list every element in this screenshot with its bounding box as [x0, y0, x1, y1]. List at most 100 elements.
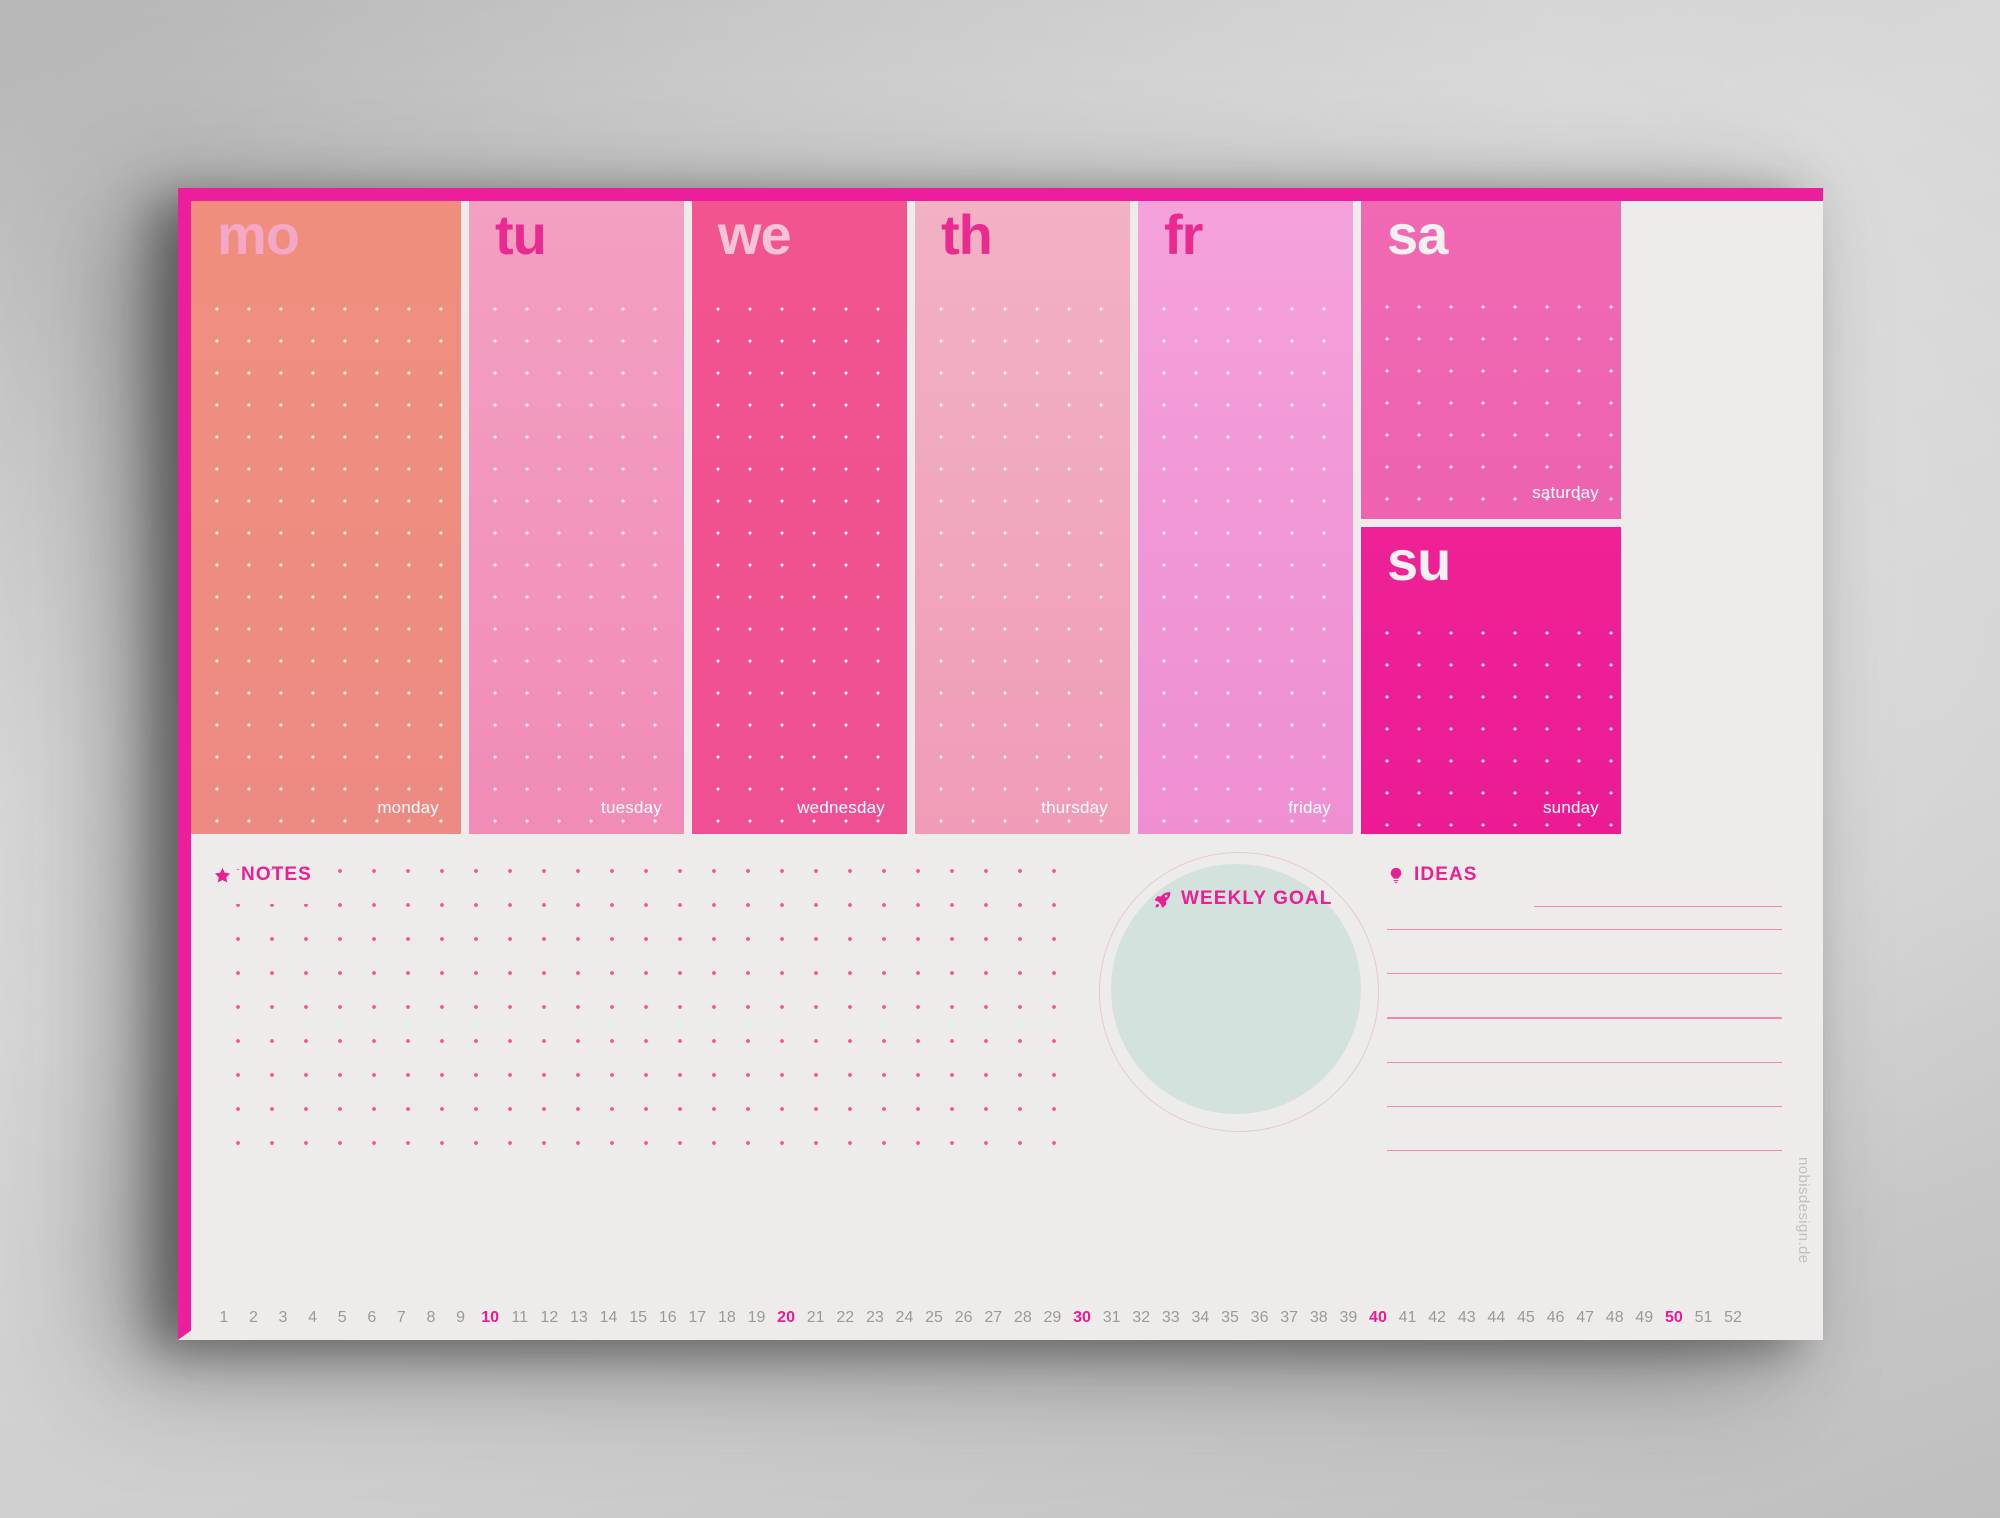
week-number[interactable]: 1: [219, 1309, 229, 1326]
planner-sheet: mo monday tu tuesday we wednesday th thu…: [191, 201, 1823, 1340]
ideas-section[interactable]: IDEAS: [1387, 864, 1782, 1152]
week-number[interactable]: 45: [1517, 1309, 1535, 1326]
week-number[interactable]: 39: [1339, 1309, 1358, 1326]
week-number[interactable]: 24: [895, 1309, 914, 1326]
weekly-goal-heading: WEEKLY GOAL: [1153, 888, 1332, 910]
day-abbr-saturday: sa: [1387, 203, 1448, 266]
week-number[interactable]: 47: [1576, 1309, 1594, 1326]
ideas-line[interactable]: [1387, 973, 1782, 975]
star-icon: [213, 866, 232, 885]
day-abbr-friday: fr: [1164, 203, 1203, 266]
ideas-lines[interactable]: [1387, 906, 1782, 1152]
day-abbr-wednesday: we: [718, 203, 792, 266]
weekly-goal-ring: [1099, 852, 1379, 1132]
day-name-monday: monday: [377, 798, 439, 817]
week-number[interactable]: 33: [1161, 1309, 1180, 1326]
week-number[interactable]: 27: [984, 1309, 1003, 1326]
week-number[interactable]: 34: [1191, 1309, 1210, 1326]
notes-section[interactable]: NOTES: [213, 864, 1083, 1174]
week-number[interactable]: 8: [426, 1309, 436, 1326]
day-background-tuesday: [469, 201, 684, 834]
week-number[interactable]: 18: [717, 1309, 736, 1326]
week-number[interactable]: 31: [1102, 1309, 1121, 1326]
day-column-monday[interactable]: mo monday: [191, 201, 461, 834]
week-number[interactable]: 37: [1280, 1309, 1299, 1326]
week-number[interactable]: 48: [1605, 1309, 1624, 1326]
day-name-tuesday: tuesday: [601, 798, 662, 817]
week-number[interactable]: 2: [248, 1309, 258, 1326]
notes-heading: NOTES: [213, 864, 1083, 886]
day-background-monday: [191, 201, 461, 834]
week-number[interactable]: 41: [1398, 1309, 1417, 1326]
day-column-tuesday[interactable]: tu tuesday: [469, 201, 684, 834]
rocket-icon: [1153, 890, 1172, 909]
week-number[interactable]: 16: [658, 1309, 677, 1326]
week-number[interactable]: 25: [925, 1309, 943, 1326]
ideas-line[interactable]: [1534, 906, 1782, 908]
notes-label: NOTES: [241, 864, 312, 885]
week-number[interactable]: 42: [1428, 1309, 1447, 1326]
week-number[interactable]: 12: [540, 1309, 559, 1326]
week-number[interactable]: 6: [367, 1309, 377, 1326]
ideas-line[interactable]: [1387, 1105, 1782, 1107]
ideas-heading: IDEAS: [1387, 864, 1782, 886]
week-number[interactable]: 20: [777, 1309, 795, 1326]
week-number[interactable]: 15: [629, 1309, 647, 1326]
week-number[interactable]: 23: [865, 1309, 884, 1326]
day-column-saturday[interactable]: sa saturday: [1361, 201, 1621, 519]
week-number[interactable]: 21: [806, 1309, 825, 1326]
ideas-line[interactable]: [1387, 1017, 1782, 1019]
day-column-wednesday[interactable]: we wednesday: [692, 201, 907, 834]
week-number[interactable]: 52: [1724, 1309, 1742, 1326]
day-abbr-thursday: th: [941, 203, 993, 266]
day-abbr-sunday: su: [1387, 529, 1451, 592]
week-number[interactable]: 17: [688, 1309, 707, 1326]
week-number[interactable]: 32: [1132, 1309, 1151, 1326]
week-number[interactable]: 36: [1250, 1309, 1269, 1326]
week-number[interactable]: 51: [1694, 1309, 1713, 1326]
week-number[interactable]: 7: [396, 1309, 406, 1326]
ideas-line[interactable]: [1387, 1061, 1782, 1063]
week-number[interactable]: 35: [1221, 1309, 1239, 1326]
week-number[interactable]: 11: [511, 1309, 529, 1326]
week-number[interactable]: 19: [747, 1309, 766, 1326]
week-number[interactable]: 3: [278, 1309, 288, 1326]
week-number[interactable]: 22: [836, 1309, 855, 1326]
brand-watermark: nobisdesign.de: [1795, 1157, 1812, 1264]
week-number[interactable]: 46: [1546, 1309, 1565, 1326]
lower-panel: NOTES WEEKLY GOAL IDEAS: [191, 842, 1823, 1340]
day-name-thursday: thursday: [1041, 798, 1108, 817]
day-column-friday[interactable]: fr friday: [1138, 201, 1353, 834]
day-background-thursday: [915, 201, 1130, 834]
day-background-friday: [1138, 201, 1353, 834]
week-number[interactable]: 9: [456, 1309, 465, 1326]
weekly-goal-circle[interactable]: [1111, 864, 1361, 1114]
week-number[interactable]: 5: [337, 1309, 347, 1326]
week-number[interactable]: 10: [481, 1309, 500, 1326]
week-number[interactable]: 40: [1369, 1309, 1387, 1326]
week-number[interactable]: 30: [1073, 1309, 1091, 1326]
week-number[interactable]: 4: [308, 1309, 318, 1326]
week-number[interactable]: 28: [1013, 1309, 1032, 1326]
day-column-sunday[interactable]: su sunday: [1361, 527, 1621, 834]
week-number[interactable]: 44: [1487, 1309, 1506, 1326]
week-number[interactable]: 38: [1309, 1309, 1328, 1326]
week-number[interactable]: 49: [1635, 1309, 1654, 1326]
day-name-saturday: saturday: [1532, 483, 1599, 502]
week-number-ruler[interactable]: 1 2 3 4 5 6 7 8 9 10 11 12 13 14 15 16 17 18 19 20 21 22 23 24 2…: [191, 1296, 1823, 1340]
day-column-thursday[interactable]: th thursday: [915, 201, 1130, 834]
week-number[interactable]: 26: [954, 1309, 973, 1326]
ideas-line[interactable]: [1387, 1149, 1782, 1152]
day-name-sunday: sunday: [1542, 798, 1599, 817]
week-number[interactable]: 13: [570, 1309, 588, 1326]
week-number[interactable]: 29: [1043, 1309, 1062, 1326]
week-number[interactable]: 43: [1457, 1309, 1476, 1326]
ideas-line[interactable]: [1387, 929, 1782, 931]
notes-label-backdrop: [213, 870, 325, 904]
weekend-column: sa saturday su sunday: [1361, 201, 1621, 834]
notes-dot-grid: [213, 866, 1083, 1174]
day-background-wednesday: [692, 201, 907, 834]
week-number[interactable]: 14: [599, 1309, 618, 1326]
day-name-wednesday: wednesday: [797, 798, 885, 817]
week-number[interactable]: 50: [1664, 1309, 1683, 1326]
